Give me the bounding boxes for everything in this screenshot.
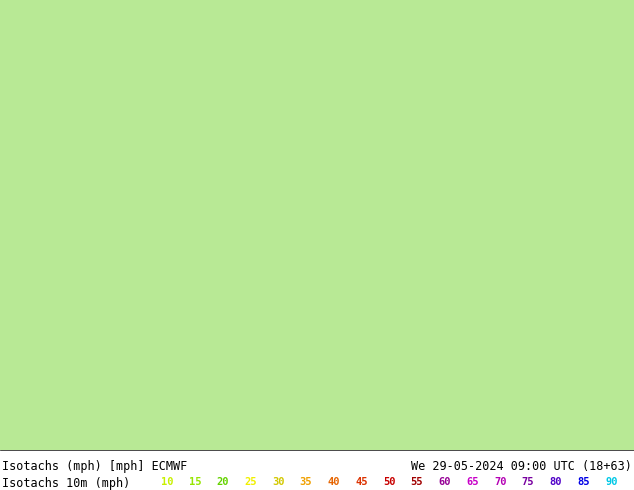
Text: 50: 50	[383, 477, 396, 487]
Text: 70: 70	[494, 477, 507, 487]
Text: 60: 60	[439, 477, 451, 487]
Text: 80: 80	[550, 477, 562, 487]
Text: 35: 35	[300, 477, 312, 487]
Text: 90: 90	[605, 477, 618, 487]
Text: 20: 20	[216, 477, 229, 487]
Text: Isotachs (mph) [mph] ECMWF: Isotachs (mph) [mph] ECMWF	[2, 460, 187, 473]
Text: 85: 85	[577, 477, 590, 487]
Text: 30: 30	[272, 477, 284, 487]
Text: 65: 65	[466, 477, 479, 487]
Text: Isotachs 10m (mph): Isotachs 10m (mph)	[2, 477, 130, 490]
Text: 15: 15	[188, 477, 201, 487]
Text: We 29-05-2024 09:00 UTC (18+63): We 29-05-2024 09:00 UTC (18+63)	[411, 460, 632, 473]
Text: 55: 55	[411, 477, 423, 487]
Text: 25: 25	[244, 477, 257, 487]
Text: 10: 10	[161, 477, 173, 487]
Text: 75: 75	[522, 477, 534, 487]
Text: 40: 40	[327, 477, 340, 487]
Text: 45: 45	[355, 477, 368, 487]
